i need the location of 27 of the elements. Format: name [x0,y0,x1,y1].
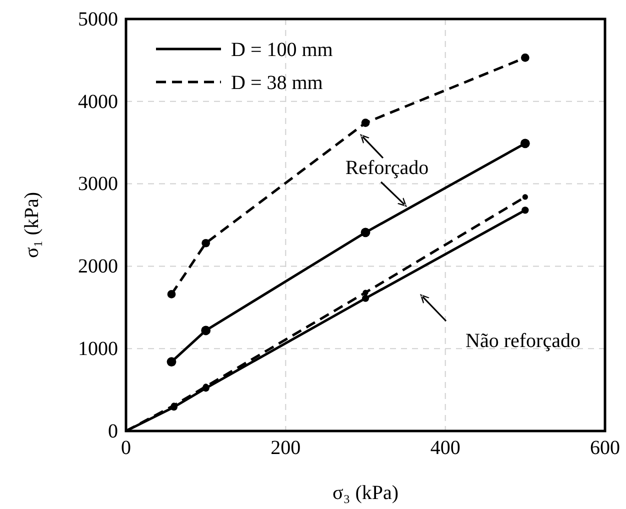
point [520,54,530,62]
point [522,194,528,200]
y-axis-title: σ₁ (kPa) [21,192,43,258]
point [360,228,370,238]
point [166,357,176,366]
point [362,294,370,302]
legend-label: D = 100 mm [231,39,334,61]
x-tick-label: 600 [590,437,620,460]
point [201,326,211,336]
y-tick-label: 2000 [78,256,118,278]
point [362,290,368,296]
annotation: Reforçado [345,157,429,179]
point [520,138,530,148]
y-tick-label: 0 [108,420,118,442]
point [361,118,370,127]
annotation: Não reforçado [466,330,580,352]
x-tick-label: 200 [270,437,301,460]
y-tick-label: 4000 [78,90,118,113]
x-tick-label: 400 [430,437,460,460]
x-axis-title: σ₃ (kPa) [332,482,399,504]
legend-label: D = 38 mm [231,72,324,94]
point [202,238,210,248]
point [522,206,529,214]
y-tick-label: 5000 [78,8,118,30]
point [167,290,176,298]
y-tick-label: 1000 [78,338,118,360]
y-tick-label: 3000 [78,173,118,196]
